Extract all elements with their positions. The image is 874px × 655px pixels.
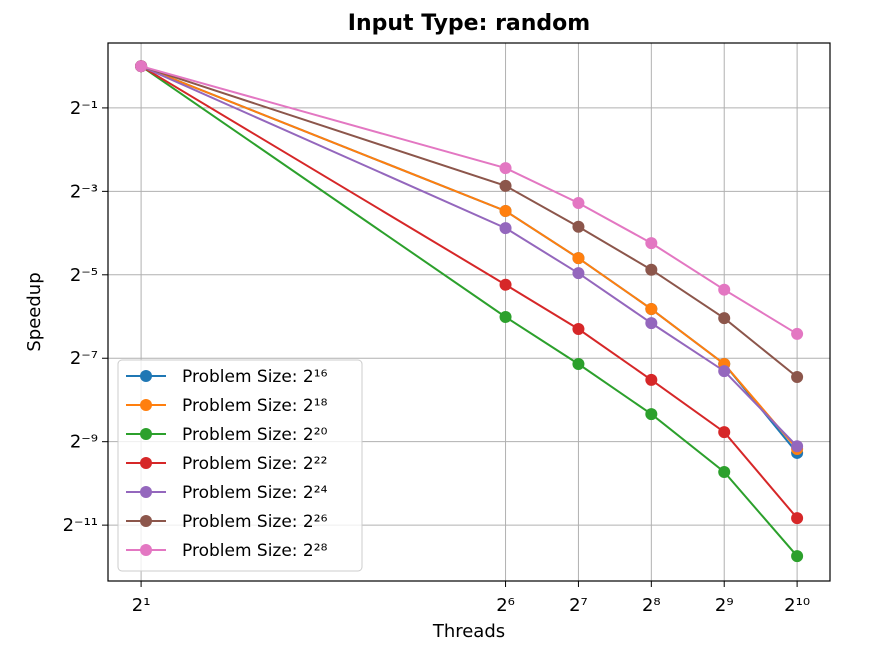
marker <box>499 162 512 175</box>
y-tick-label: 2⁻¹ <box>70 98 98 119</box>
series-line <box>140 65 798 335</box>
y-tick-label: 2⁻⁹ <box>70 432 98 453</box>
legend-label: Problem Size: 2²⁰ <box>182 425 328 445</box>
x-axis-label: Threads <box>432 621 505 642</box>
y-tick-label: 2⁻⁵ <box>70 265 98 286</box>
x-tick-label: 2¹⁰ <box>784 595 810 616</box>
legend-label: Problem Size: 2²⁶ <box>182 512 328 532</box>
marker <box>572 357 585 370</box>
x-tick-label: 2⁶ <box>496 595 515 616</box>
legend-label: Problem Size: 2²² <box>182 454 327 474</box>
marker <box>791 371 804 384</box>
legend-marker <box>140 399 152 411</box>
plot <box>135 60 804 563</box>
plot-frame <box>107 42 831 582</box>
marker <box>499 222 512 235</box>
marker <box>718 365 731 378</box>
legend-marker <box>140 457 152 469</box>
grid: 2¹ 2⁶ 2⁷ 2⁸ 2⁹ 2¹⁰ 2⁻¹ 2⁻³ 2⁻⁵ 2⁻⁷ 2⁻⁹ 2⁻¹¹ <box>63 43 830 616</box>
y-tick-label: 2⁻¹¹ <box>63 515 98 536</box>
marker <box>499 278 512 291</box>
y-tick-label: 2⁻⁷ <box>70 348 98 369</box>
chart-title: Input Type: random <box>348 11 590 36</box>
marker <box>645 303 658 316</box>
y-tick-label: 2⁻³ <box>70 181 98 202</box>
marker <box>718 426 731 439</box>
marker <box>718 466 731 479</box>
legend-marker <box>140 515 152 527</box>
x-tick-label: 2⁹ <box>715 595 734 616</box>
series-line <box>140 65 798 450</box>
marker <box>791 327 804 340</box>
marker <box>645 237 658 250</box>
legend-label: Problem Size: 2²⁴ <box>182 483 328 503</box>
series-line <box>140 65 798 519</box>
x-tick-label: 2⁸ <box>642 595 661 616</box>
marker <box>718 312 731 325</box>
y-axis-label: Speedup <box>24 272 45 351</box>
legend-label: Problem Size: 2¹⁸ <box>182 396 328 416</box>
marker <box>572 197 585 210</box>
legend-marker <box>140 544 152 556</box>
marker <box>499 179 512 192</box>
marker <box>718 283 731 296</box>
legend-marker <box>140 370 152 382</box>
marker <box>791 550 804 563</box>
marker <box>499 204 512 217</box>
series-line <box>140 65 798 557</box>
marker <box>572 267 585 280</box>
marker <box>572 220 585 233</box>
marker <box>499 311 512 324</box>
marker <box>645 317 658 330</box>
marker <box>572 252 585 265</box>
legend-label: Problem Size: 2²⁸ <box>182 541 328 561</box>
x-tick-label: 2¹ <box>132 595 151 616</box>
legend: Problem Size: 2¹⁶ Problem Size: 2¹⁸ Proble… <box>117 359 363 572</box>
marker <box>645 263 658 276</box>
marker <box>791 440 804 453</box>
series-line <box>140 65 798 447</box>
marker <box>645 373 658 386</box>
series-line <box>140 65 798 378</box>
marker <box>645 408 658 421</box>
legend-marker <box>140 486 152 498</box>
x-tick-label: 2⁷ <box>569 595 588 616</box>
legend-box <box>117 359 363 572</box>
legend-marker <box>140 428 152 440</box>
marker <box>572 322 585 335</box>
marker <box>791 512 804 525</box>
marker <box>135 60 148 73</box>
legend-label: Problem Size: 2¹⁶ <box>182 367 328 387</box>
